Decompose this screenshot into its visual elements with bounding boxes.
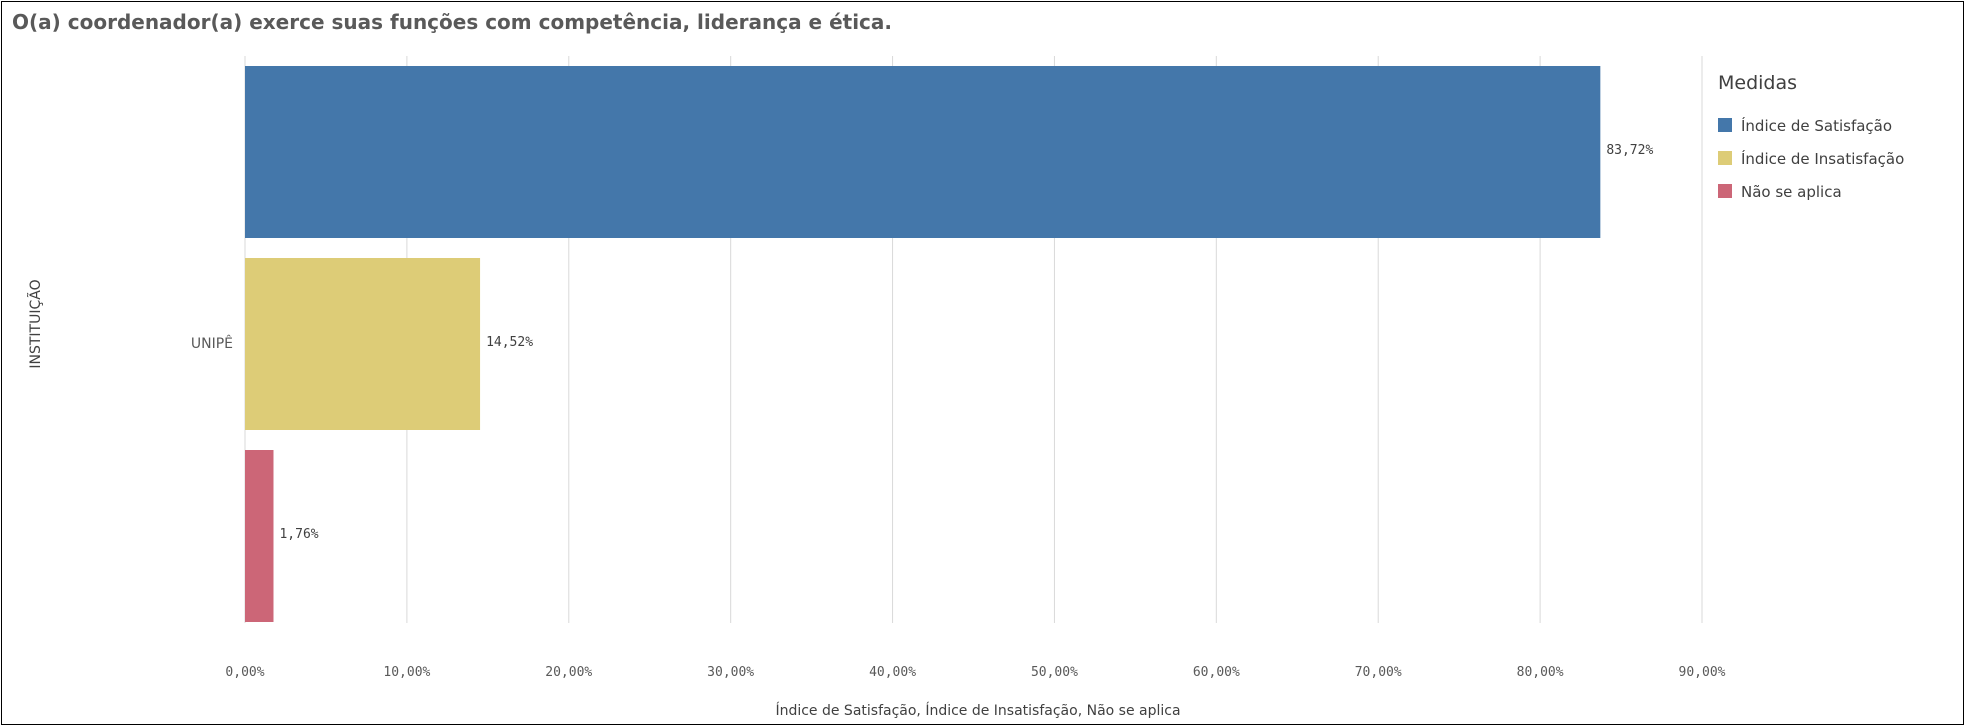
legend-swatch [1718, 151, 1732, 165]
x-tick-label: 0,00% [225, 665, 264, 680]
legend-swatch [1718, 184, 1732, 198]
x-tick-label: 50,00% [1031, 665, 1078, 680]
y-axis-title: INSTITUIÇÃO [27, 279, 44, 368]
bar-2[interactable] [245, 258, 481, 430]
x-tick-label: 40,00% [869, 665, 916, 680]
legend[interactable]: Medidas Índice de Satisfação Índice de In… [1718, 72, 1904, 201]
category-label: UNIPÊ [191, 334, 233, 352]
x-tick-label: 90,00% [1679, 665, 1726, 680]
x-axis-title: Índice de Satisfação, Índice de Insatisf… [775, 702, 1180, 719]
x-tick-label: 10,00% [383, 665, 430, 680]
bar-3[interactable] [245, 450, 274, 622]
bars: 83,72% 14,52% 1,76% [245, 66, 1653, 622]
legend-item-label[interactable]: Não se aplica [1741, 183, 1842, 201]
legend-item-label[interactable]: Índice de Insatisfação [1741, 149, 1904, 168]
x-tick-label: 60,00% [1193, 665, 1240, 680]
data-label: 83,72% [1606, 143, 1653, 158]
x-tick-label: 80,00% [1517, 665, 1564, 680]
bar-1[interactable] [245, 66, 1601, 238]
legend-item-label[interactable]: Índice de Satisfação [1741, 116, 1892, 135]
x-tick-labels: 0,00% 10,00% 20,00% 30,00% 40,00% 50,00% 60,00… [225, 665, 1725, 680]
x-tick-label: 70,00% [1355, 665, 1402, 680]
data-label: 14,52% [486, 335, 533, 350]
legend-swatch [1718, 118, 1732, 132]
data-label: 1,76% [279, 527, 318, 542]
legend-title: Medidas [1718, 72, 1797, 94]
chart-title: O(a) coordenador(a) exerce suas funções … [12, 10, 893, 34]
x-tick-label: 20,00% [545, 665, 592, 680]
x-tick-label: 30,00% [707, 665, 754, 680]
